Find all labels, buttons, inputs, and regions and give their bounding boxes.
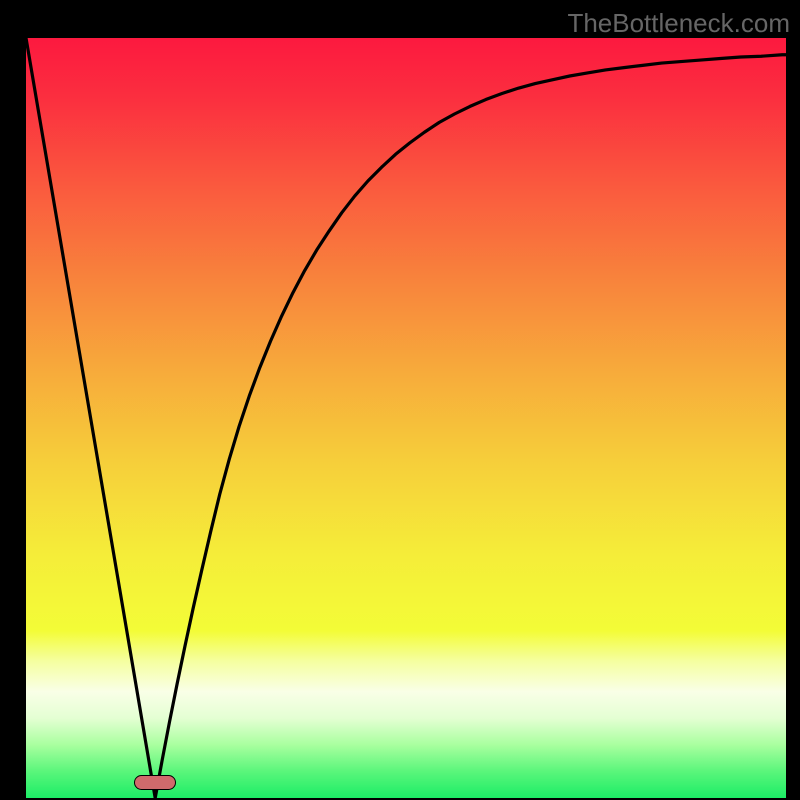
bottleneck-curve xyxy=(26,38,786,798)
curve-layer xyxy=(26,38,786,798)
optimum-marker xyxy=(134,775,176,790)
watermark-text: TheBottleneck.com xyxy=(567,8,790,39)
optimum-marker-shape xyxy=(135,775,176,789)
plot-area xyxy=(26,38,786,782)
chart-frame: TheBottleneck.com xyxy=(0,0,800,800)
